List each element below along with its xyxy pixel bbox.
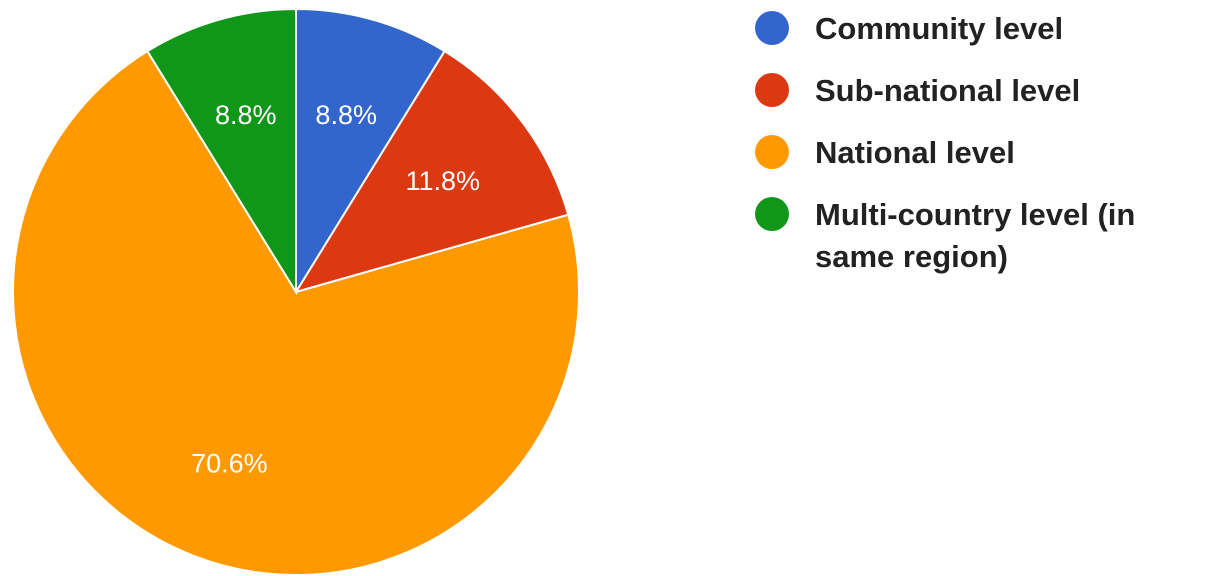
pie-label-sub-national: 11.8% [405,166,480,196]
legend-label-multi-country: Multi-country level (in same region) [815,197,1136,274]
pie-chart: 8.8% 11.8% 70.6% 8.8% [12,7,580,576]
legend: Community level Sub-national level Natio… [755,8,1215,298]
legend-item-community[interactable]: Community level [755,8,1215,50]
legend-swatch-community [755,11,789,45]
legend-item-multi-country[interactable]: Multi-country level (in same region) [755,194,1215,278]
legend-label-sub-national: Sub-national level [815,73,1081,108]
legend-label-national: National level [815,135,1015,170]
legend-label-community: Community level [815,11,1064,46]
pie-slice-labels: 8.8% 11.8% 70.6% 8.8% [191,100,480,478]
pie-label-national: 70.6% [191,448,268,478]
legend-swatch-sub-national [755,73,789,107]
pie-slices [12,7,580,576]
legend-swatch-multi-country [755,197,789,231]
pie-slice-sub-national[interactable] [293,49,570,294]
pie-slice-multi-country[interactable] [145,7,297,296]
pie-label-community: 8.8% [315,100,377,130]
legend-item-sub-national[interactable]: Sub-national level [755,70,1215,112]
pie-slice-community[interactable] [295,7,447,296]
legend-swatch-national [755,135,789,169]
pie-slice-national[interactable] [12,49,580,576]
pie-label-multi-country: 8.8% [215,100,277,130]
legend-item-national[interactable]: National level [755,132,1215,174]
